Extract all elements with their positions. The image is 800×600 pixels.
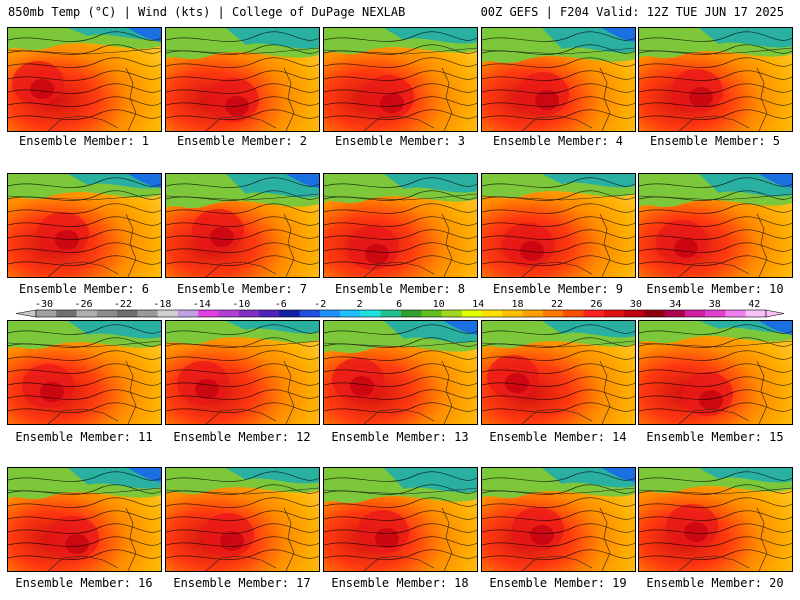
ensemble-member-label: Ensemble Member: 8 [334,282,466,296]
colorbar-swatch [299,310,321,317]
colorbar-swatch [461,310,483,317]
ensemble-member-map [638,320,793,425]
colorbar-tick-label: 42 [748,299,760,310]
ensemble-member-map [481,27,636,132]
colorbar-swatch [401,310,422,317]
colorbar-swatch [279,310,301,317]
ensemble-member-label: Ensemble Member: 16 [15,576,153,590]
ensemble-member-map [323,467,478,572]
colorbar-tick-label: 2 [357,299,363,310]
temperature-colorbar: -30 -26 -22 -18 -14 -10 -6 -2 2 6 10 14 18 22 26 30 34 38… [15,299,785,318]
ensemble-member-map [165,320,320,425]
colorbar-swatch [644,310,666,317]
colorbar-tick-label: 10 [433,299,445,310]
colorbar-swatch [502,310,524,317]
ensemble-member-label: Ensemble Member: 5 [649,134,781,148]
colorbar-tick-label: -6 [275,299,287,310]
colorbar-swatch [624,310,645,317]
ensemble-member-label: Ensemble Member: 20 [646,576,784,590]
ensemble-member-map [481,320,636,425]
ensemble-member-label: Ensemble Member: 3 [334,134,466,148]
colorbar-swatch [563,310,584,317]
colorbar-tick-label: -26 [74,299,92,310]
colorbar-swatch [421,310,443,317]
colorbar-swatch [36,310,57,317]
ensemble-member-map [638,173,793,278]
ensemble-member-label: Ensemble Member: 17 [173,576,311,590]
colorbar-tick-label: 26 [590,299,602,310]
colorbar-swatch [319,310,341,317]
colorbar-swatch [603,310,625,317]
map-title: 850mb Temp (°C) | Wind (kts) | College o… [8,5,406,19]
colorbar-tick-label: 22 [551,299,563,310]
ensemble-member-label: Ensemble Member: 19 [489,576,627,590]
ensemble-member-map [481,173,636,278]
ensemble-member-label: Ensemble Member: 18 [331,576,469,590]
ensemble-member-label: Ensemble Member: 13 [331,430,469,444]
colorbar-swatch [583,310,605,317]
colorbar-swatch [522,310,544,317]
colorbar-swatch [157,310,179,317]
ensemble-member-map [7,320,162,425]
ensemble-member-map [165,467,320,572]
colorbar-swatch [96,310,118,317]
ensemble-member-map [7,467,162,572]
colorbar-swatch [542,310,564,317]
colorbar-tick-label: -2 [314,299,326,310]
colorbar-tick-label: -14 [193,299,211,310]
ensemble-member-map [323,320,478,425]
ensemble-member-map [165,173,320,278]
colorbar-swatch [238,310,260,317]
colorbar-tick-label: 18 [511,299,523,310]
colorbar-tick-label: 34 [669,299,681,310]
ensemble-member-label: Ensemble Member: 12 [173,430,311,444]
colorbar-swatch [705,310,726,317]
colorbar-swatch [56,310,78,317]
ensemble-member-map [323,173,478,278]
ensemble-member-label: Ensemble Member: 4 [492,134,624,148]
ensemble-member-map [165,27,320,132]
colorbar-tick-label: -22 [114,299,132,310]
colorbar-tick-label: 6 [396,299,402,310]
ensemble-member-label: Ensemble Member: 14 [489,430,627,444]
colorbar-swatch [137,310,159,317]
colorbar-swatch [482,310,503,317]
colorbar-swatch [360,310,382,317]
colorbar-tick-label: -18 [153,299,171,310]
colorbar-swatch [117,310,138,317]
colorbar-tick-label: 30 [630,299,642,310]
colorbar-tick-label: -30 [35,299,53,310]
ensemble-member-map [323,27,478,132]
colorbar-swatch [76,310,98,317]
ensemble-member-map [638,27,793,132]
ensemble-member-map [638,467,793,572]
colorbar-swatch [684,310,706,317]
colorbar-swatch [177,310,199,317]
colorbar-swatch [745,310,767,317]
ensemble-member-label: Ensemble Member: 2 [176,134,308,148]
colorbar-swatch [380,310,402,317]
ensemble-member-map [7,173,162,278]
ensemble-member-map [7,27,162,132]
ensemble-member-label: Ensemble Member: 9 [492,282,624,296]
ensemble-member-label: Ensemble Member: 1 [18,134,150,148]
colorbar-swatch [218,310,240,317]
model-run-info: 00Z GEFS | F204 Valid: 12Z TUE JUN 17 20… [480,5,784,19]
ensemble-member-label: Ensemble Member: 15 [646,430,784,444]
ensemble-member-label: Ensemble Member: 10 [646,282,784,296]
colorbar-swatch [725,310,747,317]
ensemble-member-label: Ensemble Member: 7 [176,282,308,296]
ensemble-member-label: Ensemble Member: 6 [18,282,150,296]
colorbar-swatch [340,310,361,317]
ensemble-member-map [481,467,636,572]
colorbar-swatch [259,310,280,317]
colorbar-tick-label: 38 [709,299,721,310]
colorbar-swatch [198,310,219,317]
colorbar-swatch [664,310,686,317]
colorbar-tick-label: -10 [232,299,250,310]
colorbar-tick-label: 14 [472,299,484,310]
colorbar-swatch [441,310,463,317]
ensemble-member-label: Ensemble Member: 11 [15,430,153,444]
